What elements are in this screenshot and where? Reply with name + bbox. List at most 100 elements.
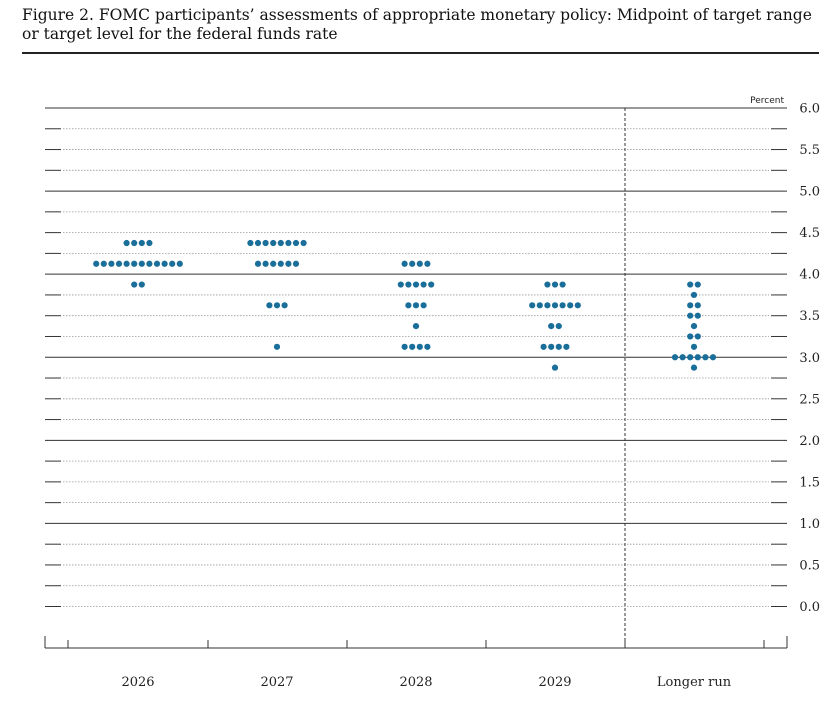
participant-dot: [292, 239, 300, 247]
participant-dot: [300, 239, 307, 247]
participant-dot: [559, 302, 566, 309]
participant-dot: [694, 302, 701, 309]
participant-dot: [277, 239, 284, 247]
participant-dot: [416, 260, 423, 267]
participant-dot: [266, 302, 273, 309]
participant-dot: [555, 343, 562, 350]
participant-dot: [397, 281, 404, 288]
participant-dot: [536, 302, 543, 309]
participant-dot: [690, 364, 698, 371]
participant-dot: [146, 239, 153, 247]
y-tick-label: 4.0: [799, 268, 820, 283]
participant-dot: [416, 343, 423, 350]
y-tick-label: 6.0: [799, 102, 820, 117]
participant-dot: [544, 281, 551, 288]
participant-dot: [559, 281, 566, 288]
x-category-label: 2029: [538, 675, 571, 690]
participant-dot: [702, 354, 709, 361]
y-tick-label: 5.0: [799, 185, 820, 200]
participant-dot: [405, 302, 412, 309]
participant-dot: [254, 239, 262, 247]
participant-dot: [574, 302, 581, 309]
participant-dot: [247, 239, 254, 247]
participant-dot: [123, 260, 130, 267]
participant-dot: [687, 302, 694, 309]
participant-dot: [555, 322, 562, 330]
participant-dot: [424, 343, 431, 350]
x-category-label: 2028: [399, 675, 432, 690]
participant-dot: [292, 260, 300, 267]
participant-dot: [262, 260, 269, 267]
participant-dot: [281, 302, 288, 309]
y-tick-label: 1.0: [799, 517, 820, 532]
participant-dot: [409, 343, 416, 350]
participant-dot: [679, 354, 686, 361]
participant-dot: [687, 281, 694, 288]
participant-dot: [548, 322, 555, 330]
y-tick-label: 2.0: [799, 434, 820, 449]
participant-dot: [285, 260, 292, 267]
participant-dot: [273, 302, 281, 309]
participant-dot: [138, 260, 145, 267]
participant-dot: [409, 260, 416, 267]
participant-dot: [551, 302, 559, 309]
participant-dot: [176, 260, 183, 267]
participant-dot: [690, 291, 698, 299]
participant-dot: [694, 333, 701, 340]
participant-dot: [412, 322, 420, 330]
participant-dot: [254, 260, 262, 267]
participant-dot: [285, 239, 292, 247]
figure-title: Figure 2. FOMC participants’ assessments…: [22, 6, 822, 44]
title-rule: [22, 52, 819, 54]
participant-dot: [687, 333, 694, 340]
participant-dot: [108, 260, 115, 267]
participant-dot: [551, 364, 559, 371]
y-tick-label: 4.5: [799, 226, 820, 241]
participant-dot: [123, 239, 130, 247]
participant-dot: [412, 302, 420, 309]
participant-dot: [687, 312, 694, 319]
x-category-label: 2026: [121, 675, 154, 690]
participant-dot: [420, 281, 427, 288]
participant-dot: [153, 260, 161, 267]
participant-dot: [169, 260, 176, 267]
participant-dot: [270, 239, 277, 247]
participant-dot: [131, 260, 138, 267]
participant-dot: [548, 343, 555, 350]
participant-dot: [420, 302, 427, 309]
participant-dot: [401, 260, 408, 267]
participant-dot: [412, 281, 420, 288]
participant-dot: [138, 281, 145, 288]
participant-dot: [551, 281, 559, 288]
participant-dot: [277, 260, 284, 267]
participant-dot: [690, 322, 698, 330]
participant-dot: [428, 281, 435, 288]
participant-dot: [161, 260, 168, 267]
participant-dot: [694, 354, 701, 361]
unit-label: Percent: [750, 96, 784, 106]
participant-dot: [273, 343, 281, 350]
participant-dot: [694, 312, 701, 319]
y-tick-label: 2.5: [799, 392, 820, 407]
participant-dot: [401, 343, 408, 350]
participant-dot: [709, 354, 717, 361]
participant-dot: [424, 260, 431, 267]
participant-dot: [138, 239, 145, 247]
participant-dot: [540, 343, 547, 350]
y-tick-label: 3.0: [799, 351, 820, 366]
participant-dot: [131, 239, 138, 247]
participant-dot: [671, 354, 679, 361]
y-tick-label: 0.5: [799, 558, 820, 573]
y-tick-label: 1.5: [799, 475, 820, 490]
participant-dot: [690, 343, 698, 350]
figure-title-line-2: or target level for the federal funds ra…: [22, 25, 338, 43]
participant-dot: [687, 354, 694, 361]
participant-dot: [100, 260, 107, 267]
y-tick-label: 3.5: [799, 309, 820, 324]
participant-dot: [270, 260, 277, 267]
participant-dot: [115, 260, 123, 267]
figure-title-line-1: Figure 2. FOMC participants’ assessments…: [22, 6, 812, 24]
y-tick-label: 0.0: [799, 600, 820, 615]
x-category-label: Longer run: [657, 675, 732, 690]
participant-dot: [131, 281, 138, 288]
